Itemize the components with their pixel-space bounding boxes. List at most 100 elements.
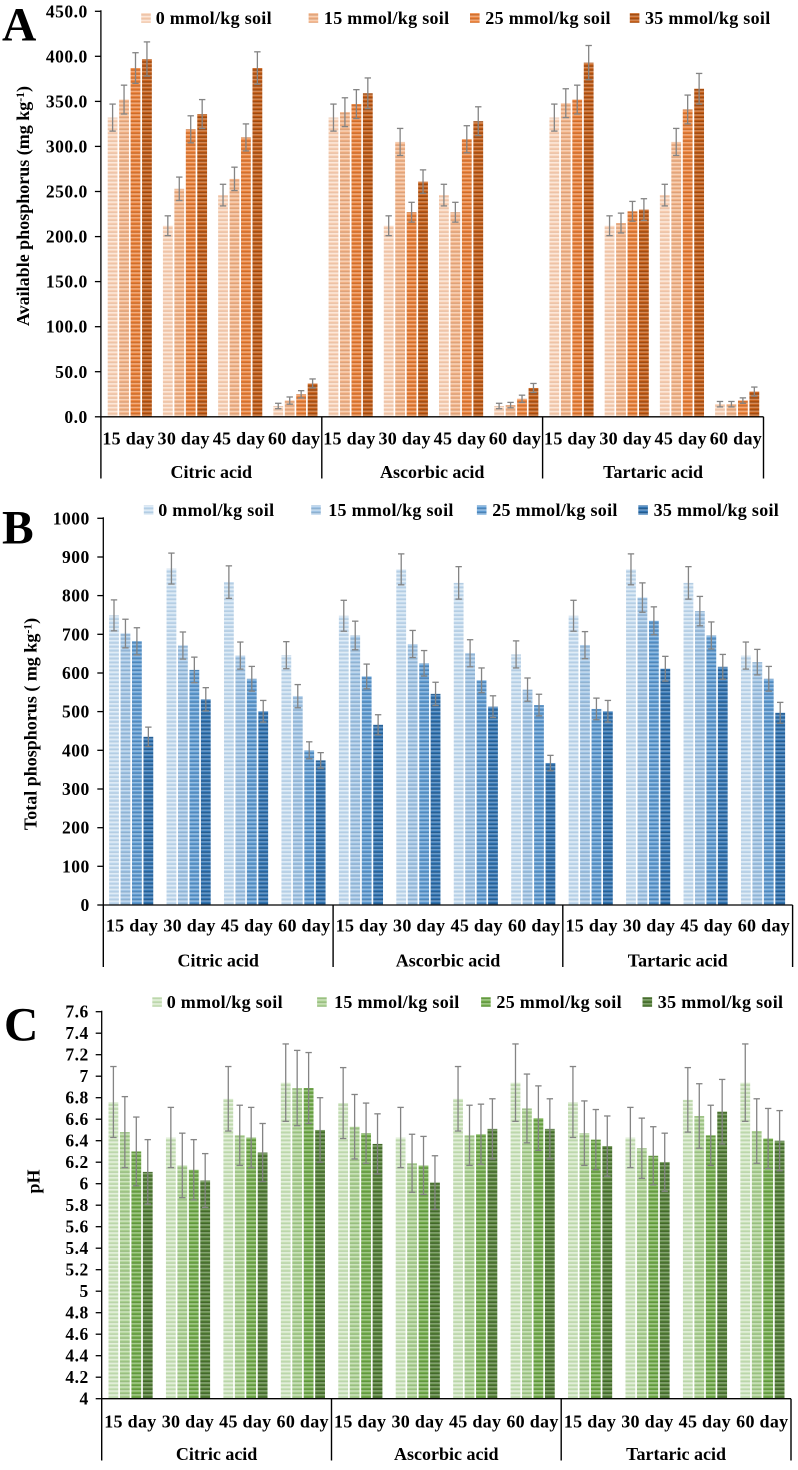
- svg-text:0.0: 0.0: [64, 407, 87, 427]
- svg-text:5.8: 5.8: [65, 1195, 88, 1215]
- svg-text:pH: pH: [24, 1169, 44, 1193]
- svg-text:400: 400: [62, 740, 90, 760]
- svg-text:Tartaric acid: Tartaric acid: [603, 462, 703, 482]
- svg-text:15 day: 15 day: [565, 916, 617, 936]
- svg-text:100.0: 100.0: [46, 317, 88, 337]
- svg-text:0 mmol/kg soil: 0 mmol/kg soil: [158, 500, 274, 520]
- svg-text:7.2: 7.2: [65, 1045, 88, 1065]
- svg-text:7.4: 7.4: [65, 1023, 88, 1043]
- svg-text:15 mmol/kg soil: 15 mmol/kg soil: [328, 500, 454, 520]
- svg-text:25 mmol/kg soil: 25 mmol/kg soil: [485, 8, 611, 28]
- svg-text:15 mmol/kg soil: 15 mmol/kg soil: [334, 992, 460, 1012]
- svg-text:15 day: 15 day: [102, 429, 154, 449]
- svg-text:6: 6: [79, 1174, 88, 1194]
- svg-text:45 day: 45 day: [680, 916, 732, 936]
- svg-text:A: A: [2, 0, 36, 52]
- svg-text:1000: 1000: [53, 508, 90, 528]
- svg-text:4.8: 4.8: [65, 1303, 88, 1323]
- svg-text:45 day: 45 day: [434, 429, 486, 449]
- svg-text:25 mmol/kg soil: 25 mmol/kg soil: [492, 500, 618, 520]
- svg-text:150.0: 150.0: [46, 272, 88, 292]
- svg-text:30 day: 30 day: [621, 1412, 673, 1432]
- svg-text:15 mmol/kg soil: 15 mmol/kg soil: [324, 8, 450, 28]
- svg-text:200.0: 200.0: [46, 227, 88, 247]
- svg-text:60 day: 60 day: [508, 916, 560, 936]
- svg-text:0 mmol/kg soil: 0 mmol/kg soil: [156, 8, 272, 28]
- svg-text:5.4: 5.4: [65, 1238, 88, 1258]
- svg-text:15 day: 15 day: [106, 916, 158, 936]
- svg-text:B: B: [2, 503, 34, 555]
- svg-text:7.6: 7.6: [65, 1002, 88, 1022]
- svg-text:45 day: 45 day: [213, 429, 265, 449]
- svg-text:500: 500: [62, 702, 90, 722]
- svg-text:5: 5: [79, 1281, 88, 1301]
- svg-text:6.4: 6.4: [65, 1131, 88, 1151]
- svg-text:15 day: 15 day: [544, 429, 596, 449]
- svg-text:600: 600: [62, 663, 90, 683]
- svg-text:50.0: 50.0: [55, 362, 88, 382]
- svg-text:60 day: 60 day: [506, 1412, 558, 1432]
- svg-text:6.6: 6.6: [65, 1109, 88, 1129]
- svg-text:60 day: 60 day: [736, 1412, 788, 1432]
- svg-text:15 day: 15 day: [104, 1412, 156, 1432]
- svg-text:Citric acid: Citric acid: [176, 1444, 257, 1464]
- svg-text:6.8: 6.8: [65, 1088, 88, 1108]
- svg-text:30 day: 30 day: [391, 1412, 443, 1432]
- svg-text:45 day: 45 day: [451, 916, 503, 936]
- svg-text:100: 100: [62, 856, 90, 876]
- svg-text:45 day: 45 day: [221, 916, 273, 936]
- svg-text:7: 7: [79, 1066, 88, 1086]
- svg-text:0: 0: [81, 895, 90, 915]
- svg-text:45 day: 45 day: [679, 1412, 731, 1432]
- svg-text:4.6: 4.6: [65, 1324, 88, 1344]
- svg-text:35 mmol/kg soil: 35 mmol/kg soil: [658, 992, 784, 1012]
- svg-text:30 day: 30 day: [623, 916, 675, 936]
- svg-text:60 day: 60 day: [277, 1412, 329, 1432]
- svg-text:5.6: 5.6: [65, 1217, 88, 1237]
- svg-text:Available phosphorus (mg kg-1): Available phosphorus (mg kg-1): [13, 86, 34, 326]
- svg-text:5.2: 5.2: [65, 1260, 88, 1280]
- svg-text:Tartaric acid: Tartaric acid: [626, 1444, 726, 1464]
- svg-text:Total phosphorus ( mg kg-1): Total phosphorus ( mg kg-1): [21, 618, 42, 830]
- svg-text:350.0: 350.0: [46, 91, 88, 111]
- svg-text:35 mmol/kg soil: 35 mmol/kg soil: [645, 8, 771, 28]
- svg-text:0 mmol/kg soil: 0 mmol/kg soil: [167, 992, 283, 1012]
- svg-text:30 day: 30 day: [163, 916, 215, 936]
- svg-text:45 day: 45 day: [219, 1412, 271, 1432]
- svg-text:Citric acid: Citric acid: [177, 951, 258, 971]
- svg-text:30 day: 30 day: [162, 1412, 214, 1432]
- svg-text:60 day: 60 day: [268, 429, 320, 449]
- svg-text:Ascorbic acid: Ascorbic acid: [396, 951, 500, 971]
- svg-text:45 day: 45 day: [449, 1412, 501, 1432]
- svg-text:200: 200: [62, 818, 90, 838]
- svg-text:C: C: [4, 1000, 38, 1052]
- svg-text:35 mmol/kg soil: 35 mmol/kg soil: [654, 500, 780, 520]
- svg-text:15 day: 15 day: [564, 1412, 616, 1432]
- svg-text:Ascorbic acid: Ascorbic acid: [380, 462, 484, 482]
- svg-text:300: 300: [62, 779, 90, 799]
- svg-text:25 mmol/kg soil: 25 mmol/kg soil: [496, 992, 622, 1012]
- svg-text:Citric acid: Citric acid: [171, 462, 252, 482]
- svg-text:60 day: 60 day: [710, 429, 762, 449]
- svg-text:30 day: 30 day: [158, 429, 210, 449]
- svg-text:800: 800: [62, 586, 90, 606]
- svg-text:60 day: 60 day: [278, 916, 330, 936]
- svg-text:4: 4: [79, 1389, 88, 1409]
- svg-text:4.2: 4.2: [65, 1367, 88, 1387]
- svg-text:450.0: 450.0: [46, 1, 88, 21]
- svg-text:60 day: 60 day: [489, 429, 541, 449]
- svg-text:Ascorbic acid: Ascorbic acid: [394, 1444, 498, 1464]
- svg-text:60 day: 60 day: [738, 916, 790, 936]
- svg-text:45 day: 45 day: [655, 429, 707, 449]
- svg-text:250.0: 250.0: [46, 182, 88, 202]
- svg-text:900: 900: [62, 547, 90, 567]
- svg-text:400.0: 400.0: [46, 46, 88, 66]
- svg-text:300.0: 300.0: [46, 137, 88, 157]
- svg-text:6.2: 6.2: [65, 1152, 88, 1172]
- svg-text:Tartaric acid: Tartaric acid: [628, 951, 728, 971]
- svg-text:15 day: 15 day: [334, 1412, 386, 1432]
- svg-text:4.4: 4.4: [65, 1346, 88, 1366]
- svg-text:15 day: 15 day: [323, 429, 375, 449]
- svg-text:15 day: 15 day: [336, 916, 388, 936]
- svg-text:700: 700: [62, 624, 90, 644]
